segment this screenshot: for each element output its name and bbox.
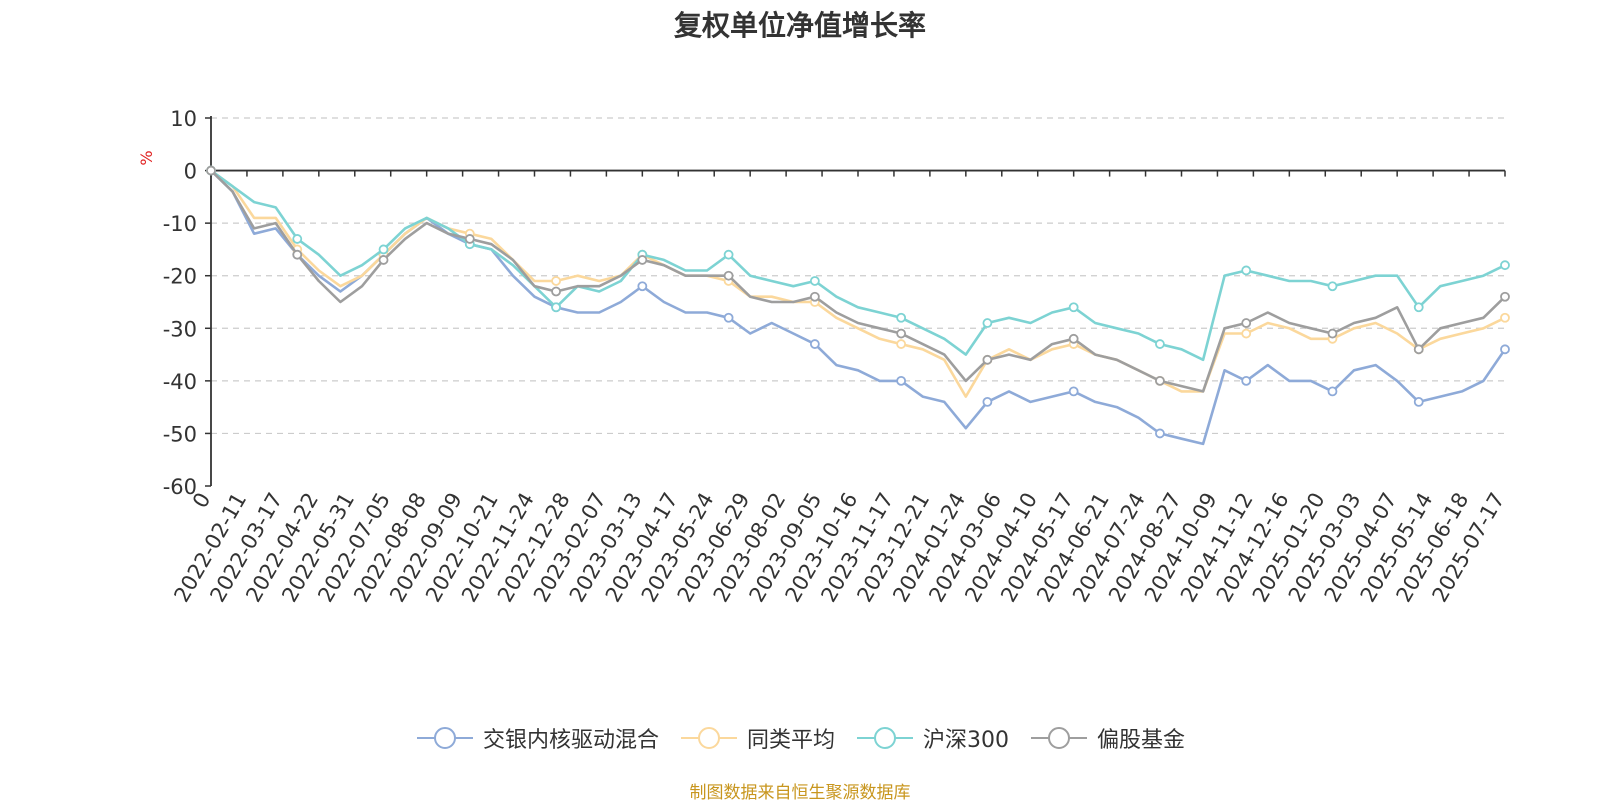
data-point[interactable] [1068, 386, 1079, 397]
data-point[interactable] [637, 281, 648, 292]
data-point[interactable] [809, 291, 820, 302]
data-point[interactable] [982, 396, 993, 407]
data-point[interactable] [378, 244, 389, 255]
legend-item[interactable]: 偏股基金 [1029, 722, 1185, 754]
source-note: 制图数据来自恒生聚源数据库 [689, 783, 911, 803]
data-point[interactable] [896, 312, 907, 323]
legend-swatch [680, 727, 737, 749]
data-point[interactable] [896, 375, 907, 386]
data-point[interactable] [637, 255, 648, 265]
legend: 交银内核驱动混合 同类平均 沪深300 偏股基金 [0, 722, 1600, 754]
legend-swatch [416, 727, 473, 749]
data-point[interactable] [292, 234, 303, 244]
data-point[interactable] [1327, 281, 1338, 292]
data-point[interactable] [464, 234, 475, 244]
y-tick-label: -60 [163, 475, 197, 499]
grid-lines [211, 117, 1505, 435]
data-point[interactable] [1500, 260, 1510, 271]
legend-label: 同类平均 [746, 728, 835, 753]
data-point[interactable] [809, 339, 820, 349]
data-point[interactable] [1500, 344, 1510, 355]
y-tick-label: -40 [163, 370, 197, 394]
data-point[interactable] [896, 339, 907, 349]
data-point[interactable] [551, 302, 561, 313]
x-tick-label: 0 [188, 489, 215, 513]
data-point[interactable] [1500, 312, 1510, 323]
data-point[interactable] [1327, 386, 1338, 397]
legend-label: 偏股基金 [1097, 728, 1186, 753]
legend-swatch [857, 727, 913, 749]
data-point[interactable] [378, 255, 389, 265]
data-point[interactable] [551, 276, 561, 286]
data-point[interactable] [723, 270, 734, 281]
y-tick-label: -30 [163, 317, 197, 341]
y-tick-label: 10 [170, 107, 197, 131]
data-point[interactable] [982, 354, 993, 365]
legend-swatch [1031, 727, 1087, 749]
data-point[interactable] [1155, 375, 1165, 386]
series-line[interactable] [210, 169, 1506, 362]
data-point[interactable] [1241, 318, 1252, 328]
data-point[interactable] [1413, 302, 1424, 313]
legend-label: 沪深300 [923, 728, 1009, 753]
data-point[interactable] [896, 328, 907, 339]
series-lines [206, 165, 1510, 446]
legend-label: 交银内核驱动混合 [482, 728, 659, 753]
data-point[interactable] [723, 249, 734, 260]
data-point[interactable] [1500, 291, 1510, 302]
data-point[interactable] [1413, 344, 1424, 355]
data-point[interactable] [292, 249, 303, 260]
data-point[interactable] [551, 286, 561, 297]
data-point[interactable] [1155, 339, 1165, 349]
y-axis-label: % [137, 150, 156, 165]
y-tick-label: -50 [163, 422, 197, 446]
data-point[interactable] [1241, 375, 1252, 386]
data-point[interactable] [1155, 428, 1165, 439]
data-point[interactable] [1068, 333, 1079, 344]
data-point[interactable] [1241, 265, 1252, 276]
series-line[interactable] [210, 169, 1506, 398]
data-point[interactable] [982, 318, 993, 328]
data-point[interactable] [1068, 302, 1079, 313]
legend-item[interactable]: 交银内核驱动混合 [415, 722, 659, 754]
legend-item[interactable]: 沪深300 [855, 722, 1009, 754]
data-point[interactable] [206, 165, 216, 176]
chart-title: 复权单位净值增长率 [673, 9, 926, 42]
data-point[interactable] [723, 312, 734, 323]
axes: 100-10-20-30-40-50-6002022-02-112022-03-… [163, 107, 1510, 606]
y-tick-label: 0 [184, 160, 197, 184]
y-tick-label: -20 [163, 265, 197, 289]
data-point[interactable] [809, 276, 820, 286]
y-tick-label: -10 [163, 212, 197, 236]
legend-item[interactable]: 同类平均 [679, 722, 835, 754]
data-point[interactable] [1241, 328, 1252, 339]
data-point[interactable] [1327, 328, 1338, 339]
series-line[interactable] [210, 169, 1506, 393]
data-point[interactable] [1413, 396, 1424, 407]
